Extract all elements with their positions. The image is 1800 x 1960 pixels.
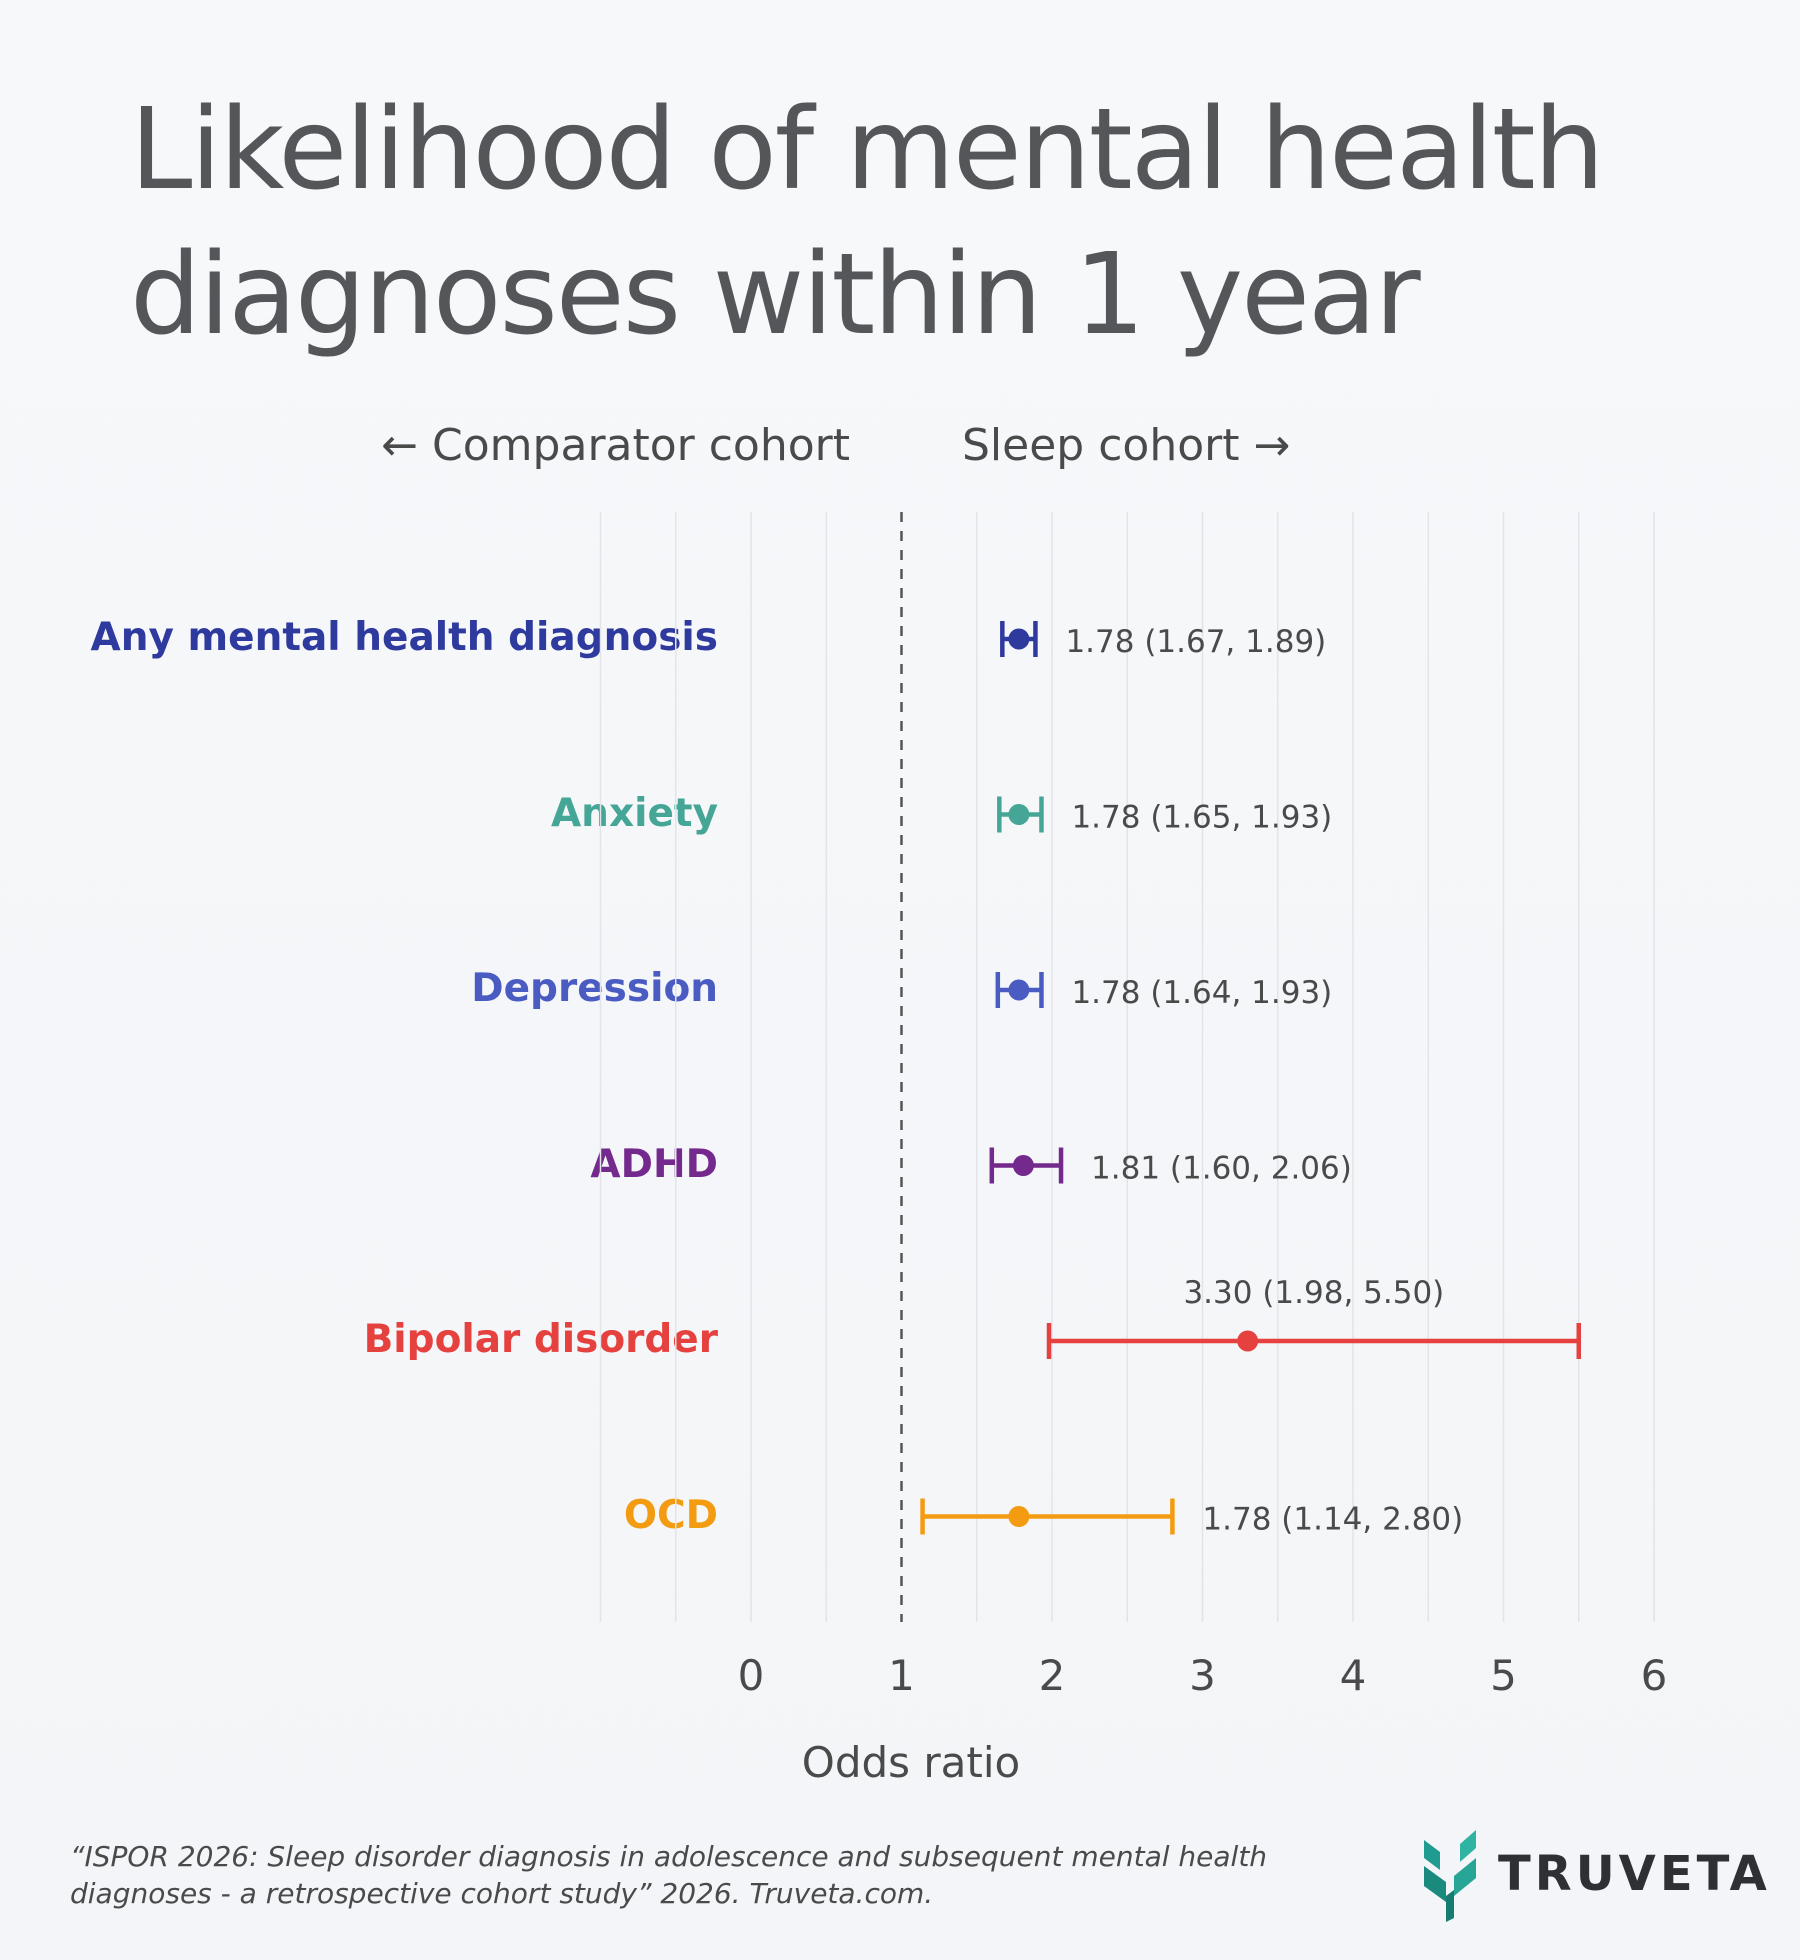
brand-name: TRUVETA bbox=[1498, 1846, 1771, 1902]
sleep-direction-label: Sleep cohort → bbox=[962, 420, 1291, 471]
truveta-leaf-icon bbox=[1424, 1830, 1476, 1922]
citation: “ISPOR 2026: Sleep disorder diagnosis in… bbox=[70, 1840, 1268, 1910]
x-tick-label: 3 bbox=[1189, 1651, 1216, 1700]
x-tick-label: 0 bbox=[738, 1651, 765, 1700]
value-label: 1.81 (1.60, 2.06) bbox=[1091, 1151, 1352, 1187]
point-estimate bbox=[1008, 1506, 1030, 1527]
value-label: 1.78 (1.64, 1.93) bbox=[1071, 975, 1332, 1011]
x-tick-label: 6 bbox=[1641, 1651, 1668, 1700]
value-label: 1.78 (1.65, 1.93) bbox=[1071, 800, 1332, 836]
category-label: Bipolar disorder bbox=[363, 1317, 718, 1362]
x-tick-label: 5 bbox=[1490, 1651, 1517, 1700]
x-tick-label: 1 bbox=[888, 1651, 915, 1700]
x-axis-title: Odds ratio bbox=[801, 1738, 1021, 1787]
category-label: OCD bbox=[623, 1492, 718, 1538]
value-label: 3.30 (1.98, 5.50) bbox=[1183, 1275, 1444, 1311]
category-label: ADHD bbox=[590, 1141, 718, 1187]
point-estimate bbox=[1008, 979, 1030, 1001]
category-label: Anxiety bbox=[551, 790, 718, 836]
point-estimate bbox=[1237, 1330, 1259, 1352]
point-estimate bbox=[1008, 804, 1030, 825]
value-label: 1.78 (1.67, 1.89) bbox=[1065, 624, 1326, 660]
forest-plot: 0 1 2 3 4 5 6 1.78 (1.67, 1.89) 1.78 (1.65, 1.93… bbox=[599, 512, 1668, 1700]
x-tick-label: 2 bbox=[1039, 1651, 1066, 1700]
category-label: Any mental health diagnosis bbox=[90, 615, 718, 660]
value-label: 1.78 (1.14, 2.80) bbox=[1202, 1502, 1463, 1538]
x-tick-label: 4 bbox=[1340, 1651, 1367, 1700]
chart-title: Likelihood of mental health diagnoses wi… bbox=[130, 85, 1605, 360]
comparator-direction-label: ← Comparator cohort bbox=[381, 420, 850, 471]
point-estimate bbox=[1012, 1155, 1034, 1176]
category-label: Depression bbox=[471, 966, 718, 1011]
point-estimate bbox=[1008, 628, 1030, 650]
truveta-logo: TRUVETA bbox=[1418, 1826, 1767, 1922]
